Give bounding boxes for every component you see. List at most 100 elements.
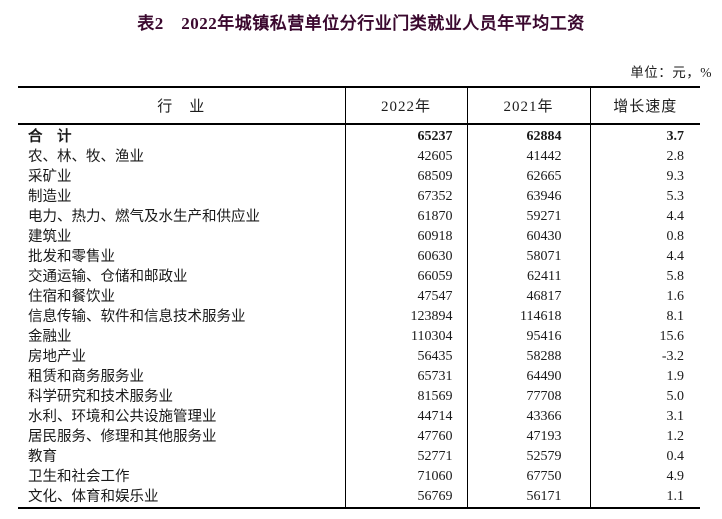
cell-growth: 4.4 (589, 207, 700, 227)
cell-growth: 4.9 (589, 467, 700, 487)
cell-growth: 5.8 (589, 267, 700, 287)
header-industry: 行 业 (18, 87, 345, 125)
cell-industry: 批发和零售业 (28, 249, 115, 265)
cell-y2022: 44714 (344, 407, 467, 427)
cell-industry: 教育 (28, 449, 57, 465)
table-row: 批发和零售业 60630 58071 4.4 (18, 247, 700, 267)
cell-growth: 5.0 (589, 387, 700, 407)
cell-growth: 0.4 (589, 447, 700, 467)
cell-y2021: 56171 (466, 487, 590, 508)
cell-industry: 房地产业 (28, 349, 86, 365)
cell-y2021: 114618 (466, 307, 590, 327)
cell-industry: 电力、热力、燃气及水生产和供应业 (28, 209, 260, 225)
cell-y2022: 110304 (344, 327, 467, 347)
wage-table: 行 业 2022年 2021年 增长速度 合 计 65237 62884 3.7 农、林… (18, 86, 700, 509)
table-row: 合 计 65237 62884 3.7 (18, 124, 700, 147)
cell-y2022: 47547 (344, 287, 467, 307)
cell-growth: 15.6 (589, 327, 700, 347)
cell-y2022: 42605 (344, 147, 467, 167)
cell-growth: 8.1 (589, 307, 700, 327)
header-growth: 增长速度 (589, 87, 700, 125)
table-row: 建筑业 60918 60430 0.8 (18, 227, 700, 247)
cell-growth: 5.3 (589, 187, 700, 207)
cell-y2022: 65731 (344, 367, 467, 387)
cell-y2021: 46817 (466, 287, 590, 307)
cell-growth: 9.3 (589, 167, 700, 187)
cell-industry: 住宿和餐饮业 (28, 289, 115, 305)
header-2021: 2021年 (466, 87, 590, 125)
cell-growth: -3.2 (589, 347, 700, 367)
cell-y2021: 41442 (466, 147, 590, 167)
cell-y2022: 67352 (344, 187, 467, 207)
table-row: 住宿和餐饮业 47547 46817 1.6 (18, 287, 700, 307)
cell-y2022: 65237 (344, 124, 467, 147)
cell-y2022: 61870 (344, 207, 467, 227)
cell-y2022: 60918 (344, 227, 467, 247)
cell-growth: 0.8 (589, 227, 700, 247)
cell-y2022: 81569 (344, 387, 467, 407)
table-row: 交通运输、仓储和邮政业 66059 62411 5.8 (18, 267, 700, 287)
table-row: 教育 52771 52579 0.4 (18, 447, 700, 467)
table-row: 制造业 67352 63946 5.3 (18, 187, 700, 207)
cell-growth: 1.1 (589, 487, 700, 508)
table-row: 电力、热力、燃气及水生产和供应业 61870 59271 4.4 (18, 207, 700, 227)
table-title: 表2 2022年城镇私营单位分行业门类就业人员年平均工资 (137, 14, 585, 33)
cell-y2021: 62665 (466, 167, 590, 187)
cell-growth: 3.7 (589, 124, 700, 147)
header-2022: 2022年 (344, 87, 467, 125)
cell-y2021: 59271 (466, 207, 590, 227)
cell-industry: 采矿业 (28, 169, 72, 185)
cell-y2021: 47193 (466, 427, 590, 447)
cell-industry: 科学研究和技术服务业 (28, 389, 173, 405)
table-row: 居民服务、修理和其他服务业 47760 47193 1.2 (18, 427, 700, 447)
cell-industry: 居民服务、修理和其他服务业 (28, 429, 217, 445)
cell-growth: 1.6 (589, 287, 700, 307)
cell-y2021: 62411 (466, 267, 590, 287)
cell-y2021: 63946 (466, 187, 590, 207)
cell-industry: 水利、环境和公共设施管理业 (28, 409, 217, 425)
table-row: 卫生和社会工作 71060 67750 4.9 (18, 467, 700, 487)
cell-industry: 信息传输、软件和信息技术服务业 (28, 309, 246, 325)
table-header: 行 业 2022年 2021年 增长速度 (18, 87, 700, 125)
table-row: 文化、体育和娱乐业 56769 56171 1.1 (18, 487, 700, 508)
cell-y2021: 43366 (466, 407, 590, 427)
cell-y2021: 62884 (466, 124, 590, 147)
table-row: 水利、环境和公共设施管理业 44714 43366 3.1 (18, 407, 700, 427)
cell-industry: 合 计 (28, 129, 72, 145)
cell-y2021: 77708 (466, 387, 590, 407)
cell-industry: 农、林、牧、渔业 (28, 149, 144, 165)
cell-y2022: 123894 (344, 307, 467, 327)
cell-y2022: 68509 (344, 167, 467, 187)
cell-growth: 1.9 (589, 367, 700, 387)
table-row: 房地产业 56435 58288 -3.2 (18, 347, 700, 367)
cell-y2021: 52579 (466, 447, 590, 467)
cell-y2022: 71060 (344, 467, 467, 487)
table-row: 金融业 110304 95416 15.6 (18, 327, 700, 347)
table-row: 农、林、牧、渔业 42605 41442 2.8 (18, 147, 700, 167)
cell-growth: 1.2 (589, 427, 700, 447)
cell-growth: 2.8 (589, 147, 700, 167)
cell-y2022: 47760 (344, 427, 467, 447)
cell-industry: 交通运输、仓储和邮政业 (28, 269, 188, 285)
table-row: 租赁和商务服务业 65731 64490 1.9 (18, 367, 700, 387)
cell-industry: 卫生和社会工作 (28, 469, 130, 485)
cell-y2022: 66059 (344, 267, 467, 287)
cell-y2021: 58071 (466, 247, 590, 267)
cell-y2021: 58288 (466, 347, 590, 367)
table-row: 信息传输、软件和信息技术服务业 123894 114618 8.1 (18, 307, 700, 327)
cell-y2022: 56435 (344, 347, 467, 367)
cell-y2022: 56769 (344, 487, 467, 508)
table-row: 采矿业 68509 62665 9.3 (18, 167, 700, 187)
cell-y2021: 67750 (466, 467, 590, 487)
cell-growth: 4.4 (589, 247, 700, 267)
cell-industry: 租赁和商务服务业 (28, 369, 144, 385)
cell-y2021: 95416 (466, 327, 590, 347)
table-row: 科学研究和技术服务业 81569 77708 5.0 (18, 387, 700, 407)
cell-y2021: 60430 (466, 227, 590, 247)
cell-industry: 建筑业 (28, 229, 72, 245)
cell-industry: 文化、体育和娱乐业 (28, 489, 159, 505)
cell-y2021: 64490 (466, 367, 590, 387)
unit-note: 单位：元，% (630, 65, 712, 80)
cell-growth: 3.1 (589, 407, 700, 427)
